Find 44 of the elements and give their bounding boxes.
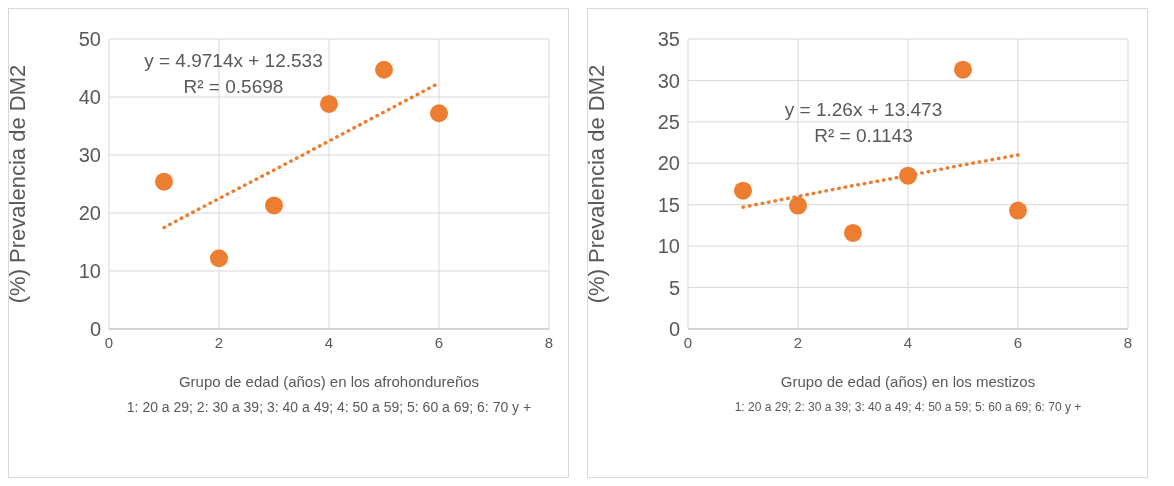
point	[155, 172, 173, 191]
y-axis-title: (%) Prevalencia de DM2	[583, 64, 609, 304]
point	[210, 249, 228, 268]
x-tick-label: 8	[544, 333, 554, 351]
y-tick-label: 15	[657, 193, 680, 216]
x-tick-label: 4	[903, 333, 913, 351]
x-tick-label: 2	[793, 333, 803, 351]
x-axis-title: Grupo de edad (años) en los afrohondureños	[177, 373, 481, 390]
x-tick-label: 4	[324, 333, 334, 351]
annotation: y = 1.26x + 13.473	[784, 98, 943, 122]
y-tick-label: 20	[78, 202, 101, 225]
x-tick-label: 8	[1123, 333, 1133, 351]
y-tick-label: 5	[668, 276, 680, 299]
y-tick-label: 35	[657, 28, 680, 51]
y-tick-label: 10	[657, 235, 680, 258]
x-axis-title: Grupo de edad (años) en los mestizos	[779, 373, 1037, 390]
y-tick-label: 40	[78, 86, 101, 109]
text: 1: 20 a 29; 2: 30 a 39; 3: 40 a 49; 4: 50 a 59; 5: 60 a 69; 6: 70 y +	[125, 398, 533, 417]
y-tick-label: 25	[657, 110, 680, 133]
y-tick-label: 10	[78, 260, 101, 283]
y-axis-title: (%) Prevalencia de DM2	[4, 64, 30, 304]
point	[844, 223, 862, 242]
x-tick-label: 0	[683, 333, 693, 351]
x-tick-label: 6	[1013, 333, 1023, 351]
annotation: y = 4.9714x + 12.533	[144, 48, 323, 73]
point	[265, 196, 283, 215]
point	[1009, 201, 1027, 220]
annotation: R² = 0.1143	[813, 124, 914, 148]
y-tick-label: 20	[657, 152, 680, 175]
y-tick-label: 30	[78, 144, 101, 167]
point	[375, 60, 393, 79]
point	[430, 104, 448, 123]
point	[954, 60, 972, 79]
x-tick-label: 6	[434, 333, 444, 351]
y-tick-label: 30	[657, 69, 680, 92]
annotation: R² = 0.5698	[182, 74, 285, 99]
x-tick-label: 0	[104, 333, 114, 351]
point	[320, 94, 338, 113]
point	[899, 166, 917, 185]
y-tick-label: 50	[78, 28, 101, 51]
point	[789, 196, 807, 215]
x-tick-label: 2	[214, 333, 224, 351]
point	[734, 181, 752, 200]
text: 1: 20 a 29; 2: 30 a 39; 3: 40 a 49; 4: 50 a 59; 5: 60 a 69; 6: 70 y +	[733, 399, 1083, 416]
